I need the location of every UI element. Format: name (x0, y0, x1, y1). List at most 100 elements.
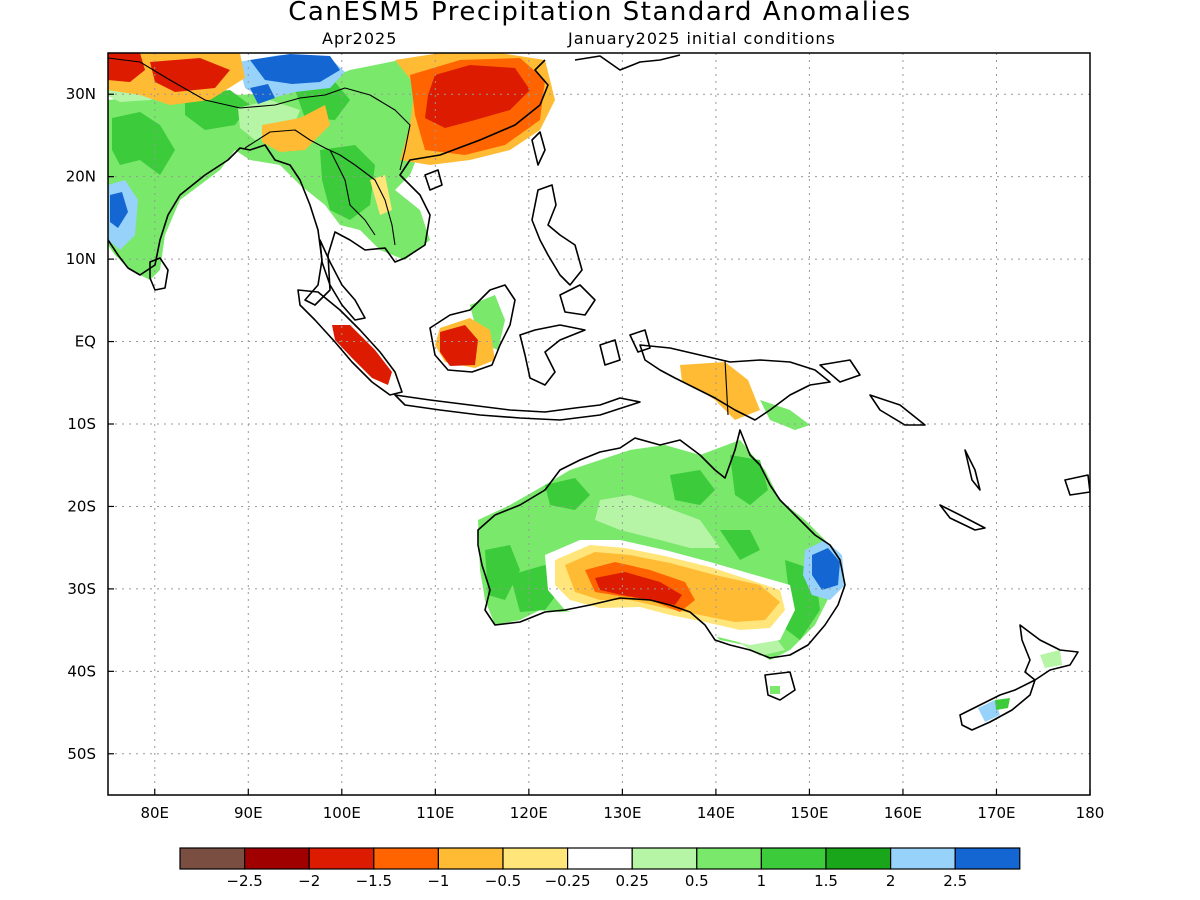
anomaly-region (332, 325, 392, 385)
lon-tick-label: 90E (234, 804, 263, 822)
lat-tick-label: 10N (66, 250, 96, 268)
coastline (297, 289, 403, 396)
colorbar-label: −1 (427, 872, 449, 890)
map-title: CanESM5 Precipitation Standard Anomalies (288, 0, 912, 27)
colorbar: −2.5 −2 −1.5 −1 −0.5 −0.25 0.25 0.5 1 1.5 2 2.5 (179, 847, 1021, 890)
anomaly-region (978, 700, 1000, 722)
coastlines (108, 54, 1090, 731)
colorbar-label: 2.5 (943, 872, 967, 890)
anomaly-region (440, 325, 478, 366)
colorbar-label: 0.5 (685, 872, 709, 890)
anomaly-region (485, 545, 520, 600)
coastline (531, 131, 546, 166)
coastline (574, 54, 681, 71)
anomaly-region (150, 58, 230, 92)
coastline (1019, 624, 1079, 681)
lon-tick-label: 80E (140, 804, 169, 822)
anomaly-region (720, 530, 760, 560)
lon-tick-label: 130E (603, 804, 641, 822)
colorbar-swatch (889, 847, 956, 870)
colorbar-swatch (373, 847, 439, 870)
country-border (724, 359, 729, 416)
country-border (244, 129, 396, 246)
colorbar-label: 1.5 (814, 872, 838, 890)
colorbar-label: −2.5 (226, 872, 262, 890)
anomaly-region (1040, 650, 1062, 668)
colorbar-label: −1.5 (356, 872, 392, 890)
latitude-axis: 30N 20N 10N EQ 10S 20S 30S 40S 50S (66, 85, 114, 763)
anomaly-region (680, 362, 760, 420)
anomaly-region (545, 478, 590, 510)
coastline (639, 344, 831, 421)
country-border (329, 149, 376, 236)
coastline (531, 184, 583, 286)
coastline (629, 329, 651, 353)
colorbar-swatch (179, 847, 246, 870)
map-plot-area (108, 53, 1090, 795)
anomaly-region (595, 572, 682, 605)
initial-conditions: January2025 initial conditions (568, 29, 836, 48)
anomaly-region (262, 105, 330, 152)
coastline (964, 449, 981, 491)
coastline (429, 284, 516, 373)
lon-tick-label: 140E (697, 804, 735, 822)
coastline (819, 359, 861, 383)
coastline (764, 671, 796, 701)
colorbar-swatch (502, 847, 569, 870)
lat-tick-label: 40S (67, 662, 96, 680)
colorbar-label: 1 (757, 872, 767, 890)
colorbar-swatch (566, 847, 633, 870)
anomaly-region (112, 112, 175, 175)
anomaly-region (108, 53, 145, 82)
anomaly-region (812, 548, 840, 590)
lon-tick-label: 120E (510, 804, 548, 822)
anomaly-region (320, 145, 375, 220)
colorbar-label: −0.25 (545, 872, 591, 890)
colorbar-swatch (437, 847, 504, 870)
colorbar-swatch (631, 847, 698, 870)
anomaly-region (110, 192, 128, 228)
lat-tick-label: 20N (66, 168, 96, 186)
anomaly-region (425, 65, 530, 128)
country-border (108, 57, 411, 171)
anomaly-region (670, 470, 715, 505)
anomaly-region (760, 400, 810, 430)
colorbar-label: 0.25 (615, 872, 648, 890)
lon-tick-label: 110E (416, 804, 454, 822)
colorbar-label: 2 (886, 872, 896, 890)
coastline (149, 257, 169, 291)
coastline (559, 284, 596, 316)
anomaly-region (995, 698, 1010, 710)
coastline (519, 324, 586, 386)
anomaly-region (730, 455, 768, 505)
anomaly-region (250, 54, 340, 84)
lat-tick-label: 50S (67, 745, 96, 763)
coastline (939, 504, 986, 531)
gridlines (108, 53, 1090, 795)
coastline (1064, 474, 1090, 496)
coastline (599, 339, 621, 366)
lon-tick-label: 160E (884, 804, 922, 822)
longitude-axis: 80E 90E 100E 110E 120E 130E 140E 150E 160E 170E 18… (140, 789, 1104, 822)
colorbar-label: −0.5 (485, 872, 521, 890)
lat-tick-label: EQ (75, 333, 96, 351)
lat-tick-label: 20S (67, 497, 96, 515)
coastline (394, 394, 641, 421)
colorbar-label: −2 (298, 872, 320, 890)
coastline (477, 429, 846, 659)
coastline (319, 239, 366, 321)
colorbar-swatch (760, 847, 827, 870)
lat-tick-label: 10S (67, 415, 96, 433)
coastline (869, 394, 926, 426)
lat-tick-label: 30N (66, 85, 96, 103)
anomaly-region (595, 495, 720, 548)
anomaly-shading (108, 53, 1062, 722)
coastline (959, 679, 1036, 731)
colorbar-swatch (825, 847, 892, 870)
colorbar-swatch (244, 847, 310, 870)
anomaly-region (770, 686, 780, 694)
coastline (108, 59, 549, 306)
colorbar-swatch (308, 847, 375, 870)
colorbar-swatch (954, 847, 1021, 870)
